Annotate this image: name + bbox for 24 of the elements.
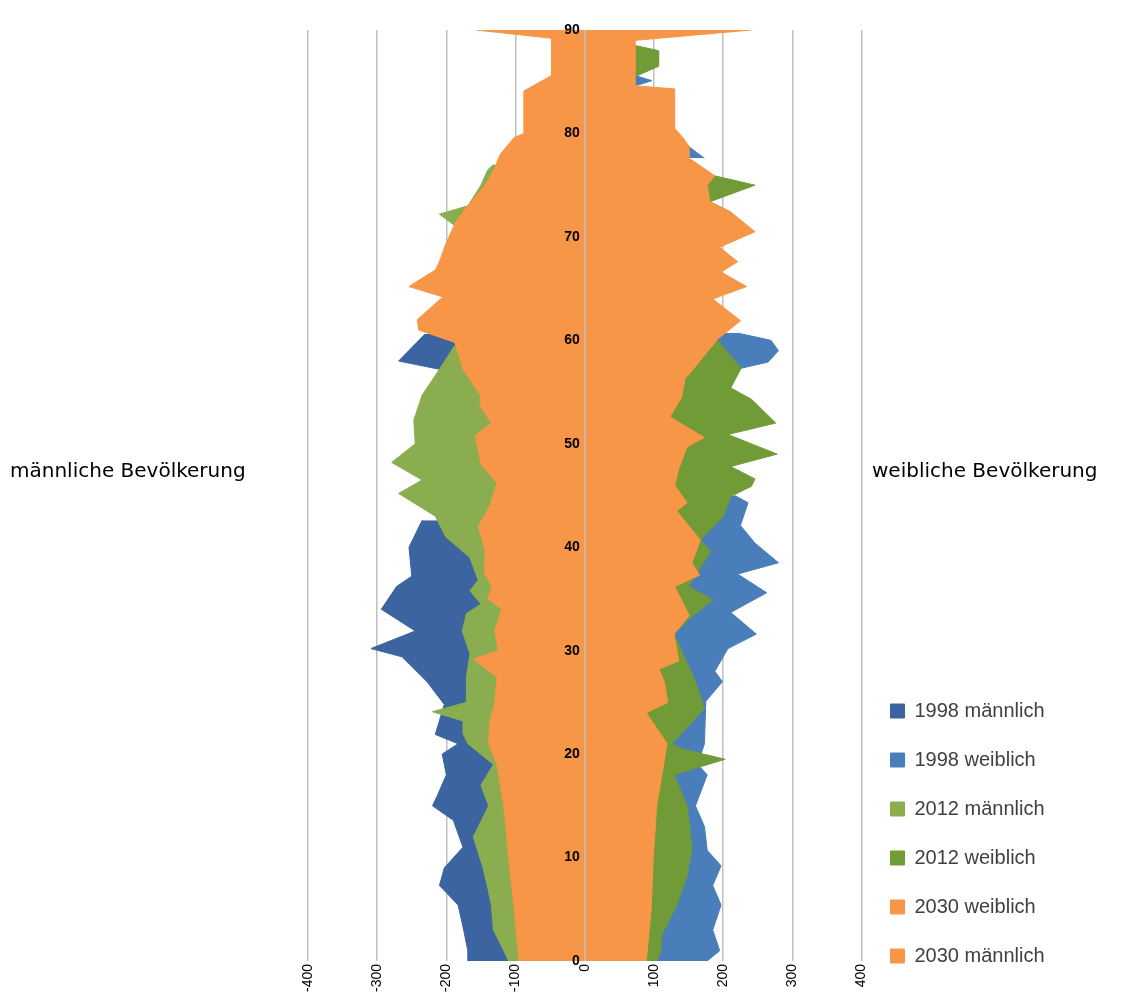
x-tick-label: 300 [783,963,800,988]
legend-label: 1998 männlich [914,698,1045,721]
y-tick-label: 50 [564,434,580,451]
y-tick-label: 10 [564,848,580,865]
x-tick-label: 200 [713,963,730,988]
x-tick-label: -100 [506,963,523,993]
legend-label: 1998 weiblich [914,747,1036,770]
legend-label: 2012 weiblich [914,845,1036,868]
y-tick-label: 20 [564,744,580,761]
x-tick-label: -200 [437,963,454,993]
y-tick-label: 30 [564,641,580,658]
text: männliche Bevölkerung [10,458,246,482]
legend-label: 2030 weiblich [914,894,1036,917]
legend-label: 2030 männlich [914,943,1045,966]
x-tick-label: -400 [298,963,315,993]
x-tick-label: 400 [852,963,869,988]
x-tick-label: -300 [368,963,385,993]
y-tick-label: 40 [564,538,580,555]
y-tick-label: 70 [564,227,580,244]
x-tick-label: 100 [644,963,661,988]
y-tick-label: 60 [564,331,580,348]
legend-label: 2012 männlich [914,796,1045,819]
text: weibliche Bevölkerung [872,458,1098,482]
y-tick-label: 80 [564,124,580,141]
